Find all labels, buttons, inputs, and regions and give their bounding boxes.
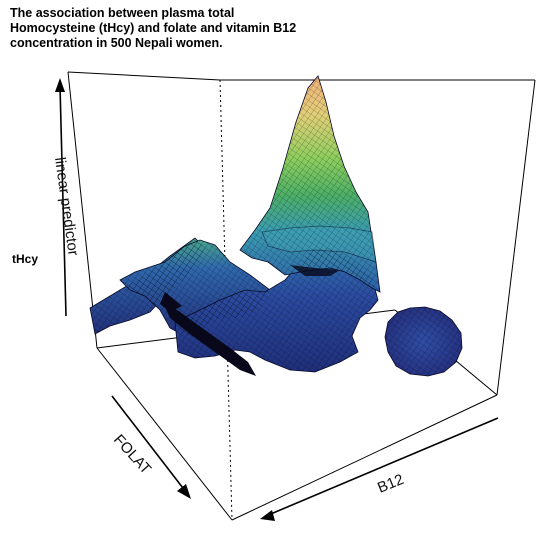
mesh-peak [240,76,380,292]
trough-main [162,300,256,376]
x-axis-label: FOLAT [110,431,154,477]
response-label: tHcy [12,252,39,266]
z-axis-arrow-line [59,85,67,317]
surface-trough [160,265,340,376]
mesh-patch [385,307,462,376]
z-axis-arrowhead [55,78,65,92]
box-edge [231,394,498,521]
mesh-body [175,248,378,372]
axis-arrows [55,78,499,521]
y-axis-arrow-line [265,417,499,517]
box-edge [496,79,536,396]
y-axis-arrowhead [260,510,275,521]
box-edge [96,347,233,521]
x-axis-arrowhead [177,484,191,499]
surface-mesh [90,76,462,376]
chart-title: The association between plasma total Hom… [10,6,297,50]
box-edge [67,71,221,81]
box-edge [67,71,98,349]
trough-spike [160,292,182,312]
trough-inner [290,265,340,276]
z-axis-label: linear predictor [51,156,82,257]
x-axis-arrow-line [111,395,187,493]
y-axis-label: B12 [375,471,406,497]
